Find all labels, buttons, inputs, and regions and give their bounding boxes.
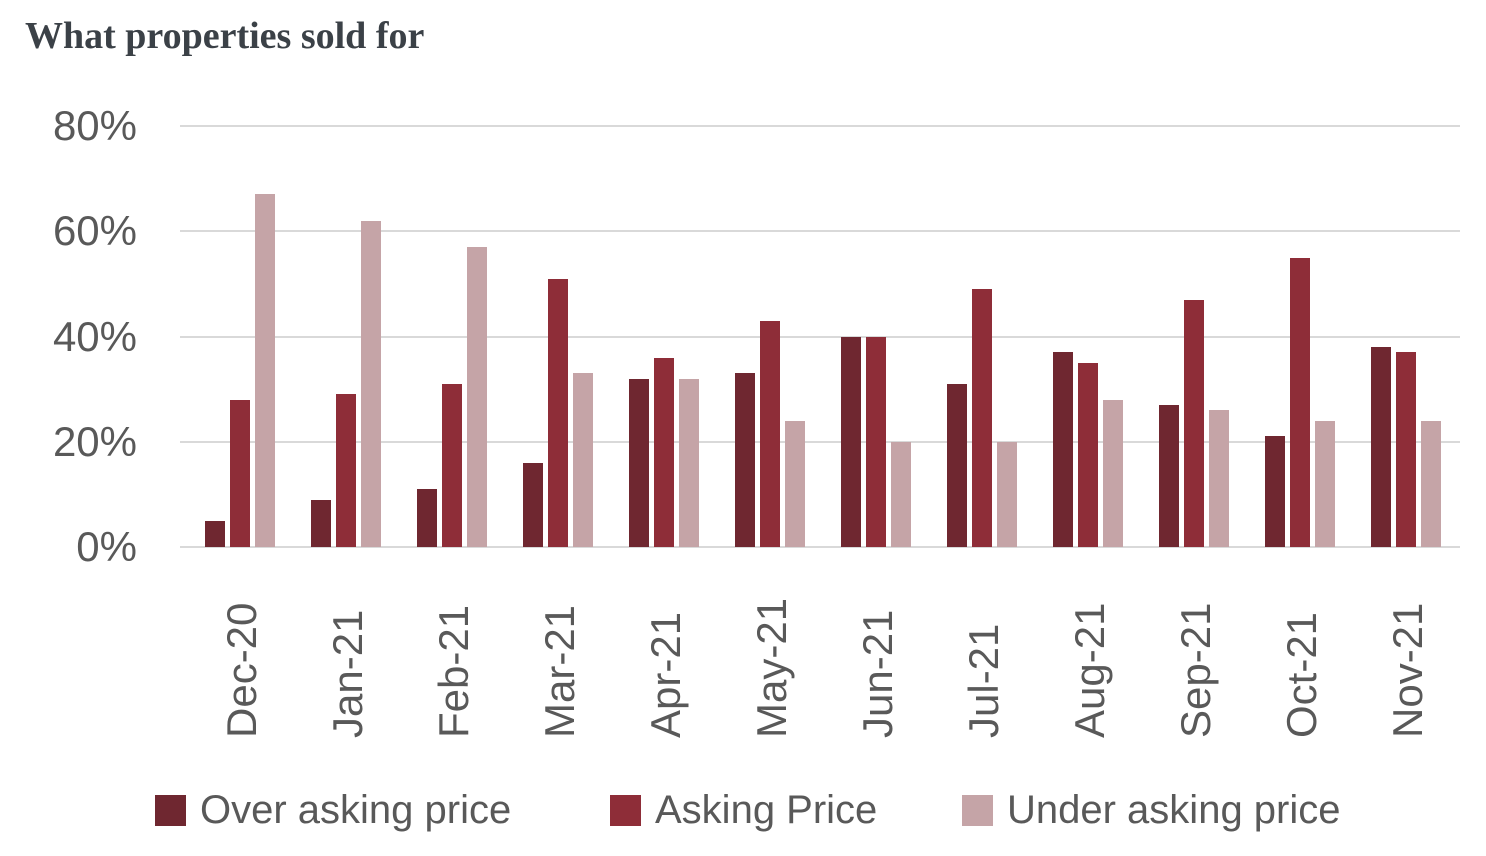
bar-Jun-21-under-asking-price [891, 441, 911, 547]
bar-Mar-21-under-asking-price [573, 373, 593, 547]
chart-title: What properties sold for [25, 15, 425, 57]
x-tick-label-Aug-21: Aug-21 [1066, 602, 1113, 738]
y-tick-label: 20% [52, 417, 137, 465]
gridline-20 [180, 440, 1460, 443]
bar-Dec-20-under-asking-price [255, 194, 275, 547]
bar-Aug-21-asking-price [1078, 362, 1098, 547]
gridline-80 [180, 125, 1460, 127]
bar-Feb-21-over-asking-price [417, 489, 437, 547]
x-tick-label-Mar-21: Mar-21 [536, 604, 583, 738]
x-tick-label-May-21: May-21 [748, 597, 795, 738]
bar-Aug-21-under-asking-price [1103, 399, 1123, 547]
gridline-0 [180, 546, 1460, 548]
bar-Nov-21-asking-price [1396, 352, 1416, 547]
bar-Oct-21-under-asking-price [1315, 420, 1335, 547]
x-tick-label-Apr-21: Apr-21 [642, 611, 689, 738]
y-tick-label: 80% [52, 102, 137, 149]
bar-May-21-over-asking-price [735, 373, 755, 547]
bar-Jan-21-asking-price [336, 394, 356, 547]
legend-swatch-asking [610, 794, 641, 826]
bar-Mar-21-asking-price [548, 278, 568, 547]
x-tick-label-Jun-21: Jun-21 [854, 609, 901, 738]
y-tick-label: 0% [76, 523, 137, 570]
bar-Jul-21-over-asking-price [947, 383, 967, 547]
gridline-40 [180, 335, 1460, 338]
legend-label: Over asking price [200, 787, 512, 832]
y-tick-label: 40% [52, 312, 137, 360]
bar-Dec-20-over-asking-price [205, 520, 225, 547]
bar-Feb-21-under-asking-price [467, 247, 487, 547]
x-tick-label-Dec-20: Dec-20 [218, 602, 265, 738]
bar-Feb-21-asking-price [442, 383, 462, 547]
legend-item-under-asking: Under asking price [962, 786, 1341, 834]
bar-Nov-21-under-asking-price [1421, 420, 1441, 547]
bar-May-21-under-asking-price [785, 420, 805, 547]
gridline-60 [180, 230, 1460, 233]
y-tick-label: 60% [52, 207, 137, 255]
bar-Sep-21-under-asking-price [1209, 410, 1229, 547]
x-tick-label-Oct-21: Oct-21 [1278, 611, 1325, 738]
bar-Apr-21-over-asking-price [629, 378, 649, 547]
bar-Jul-21-under-asking-price [997, 441, 1017, 547]
bar-Apr-21-under-asking-price [679, 378, 699, 547]
bar-Mar-21-over-asking-price [523, 462, 543, 547]
x-tick-label-Jan-21: Jan-21 [324, 609, 371, 738]
bar-Nov-21-over-asking-price [1371, 347, 1391, 547]
legend-label: Under asking price [1007, 787, 1341, 832]
bar-Jan-21-over-asking-price [311, 499, 331, 547]
legend-item-asking: Asking Price [610, 786, 877, 834]
bar-Sep-21-asking-price [1184, 299, 1204, 547]
x-tick-label-Sep-21: Sep-21 [1172, 602, 1219, 738]
bar-Jul-21-asking-price [972, 289, 992, 547]
bar-Apr-21-asking-price [654, 357, 674, 547]
legend-swatch-over-asking [155, 794, 186, 826]
x-tick-label-Feb-21: Feb-21 [430, 604, 477, 738]
legend: Over asking price Asking Price Under ask… [0, 786, 1486, 836]
bar-Jan-21-under-asking-price [361, 220, 381, 547]
x-tick-label-Jul-21: Jul-21 [960, 623, 1007, 738]
bar-Jun-21-asking-price [866, 336, 886, 547]
x-tick-label-Nov-21: Nov-21 [1384, 602, 1431, 738]
legend-swatch-under-asking [962, 794, 993, 826]
bar-Aug-21-over-asking-price [1053, 352, 1073, 547]
bar-Jun-21-over-asking-price [841, 336, 861, 547]
bar-Oct-21-asking-price [1290, 257, 1310, 547]
bar-Oct-21-over-asking-price [1265, 436, 1285, 547]
bar-Dec-20-asking-price [230, 399, 250, 547]
legend-item-over-asking: Over asking price [155, 786, 511, 834]
bar-May-21-asking-price [760, 320, 780, 547]
bar-Sep-21-over-asking-price [1159, 404, 1179, 547]
legend-label: Asking Price [655, 787, 878, 832]
